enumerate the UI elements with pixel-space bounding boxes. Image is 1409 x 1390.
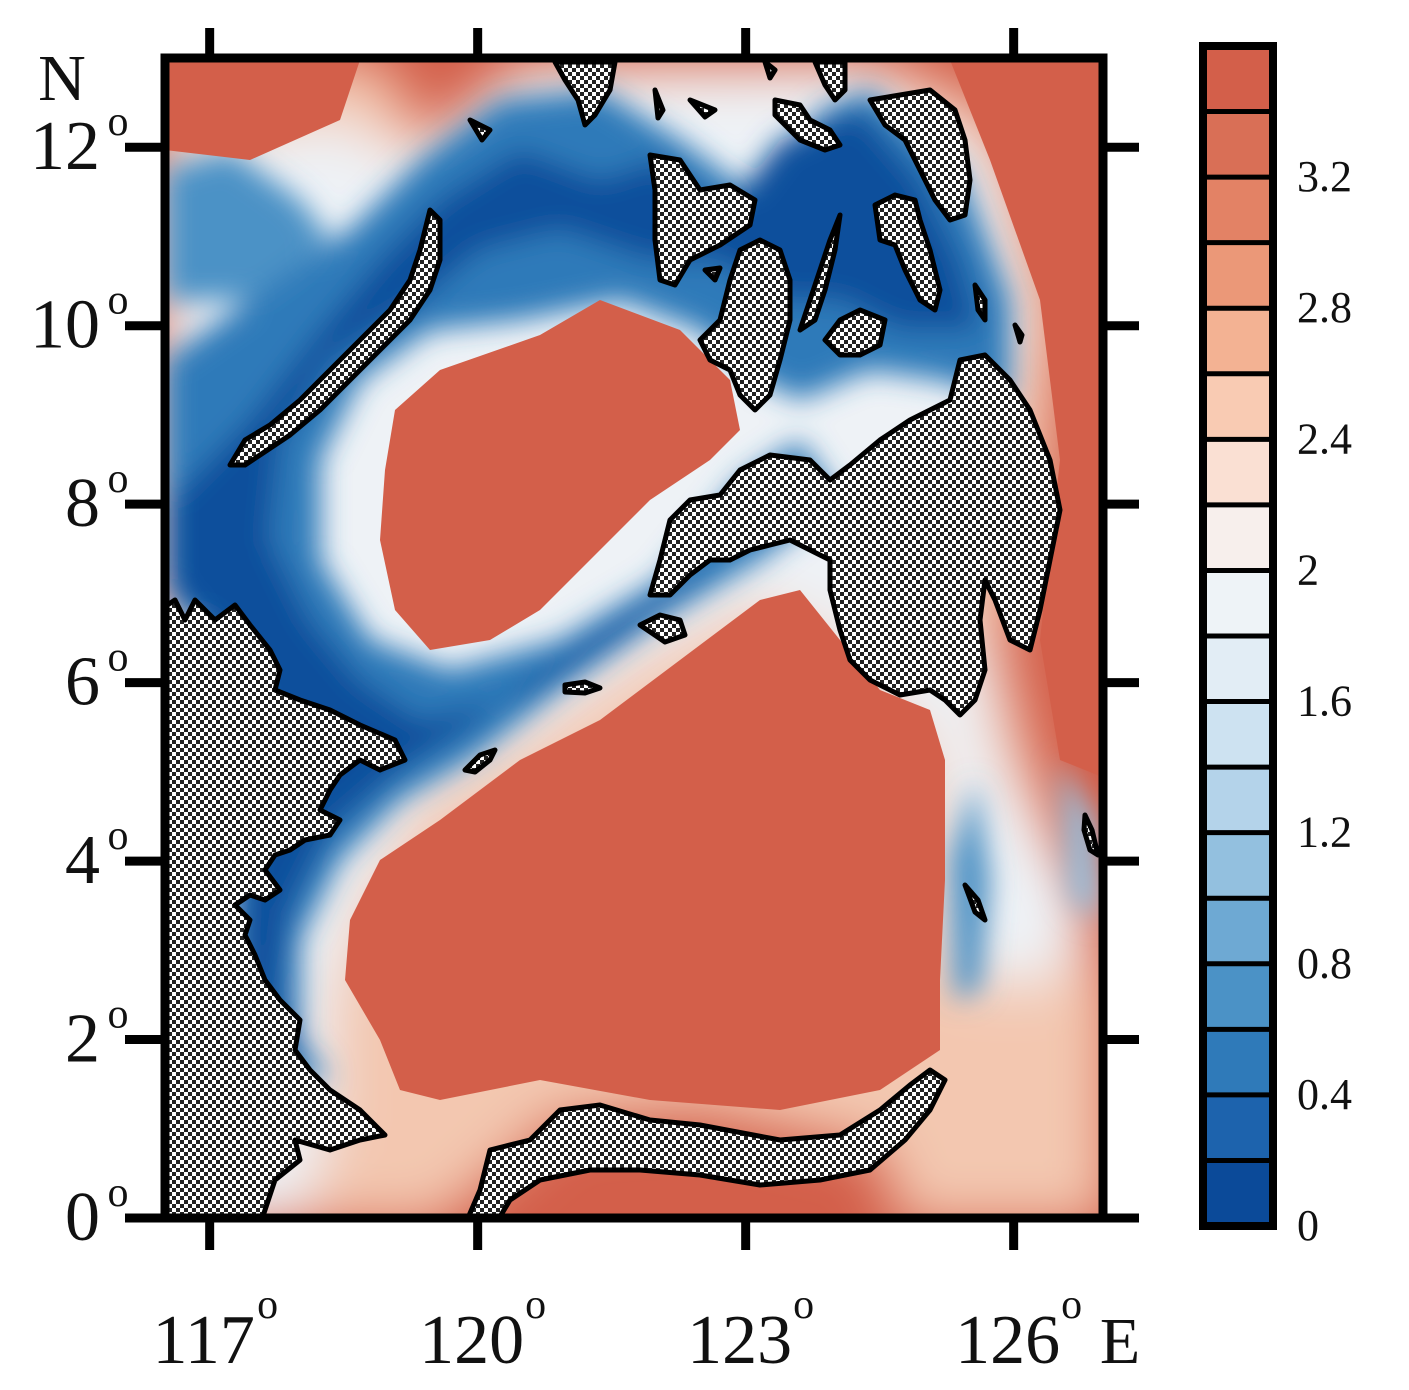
- colorbar-swatch: [1203, 504, 1273, 571]
- colorbar-swatch: [1203, 1094, 1273, 1161]
- colorbar-label: 3.2: [1297, 152, 1352, 201]
- field-high-pacific: [950, 60, 1103, 778]
- colorbar-swatch: [1203, 636, 1273, 702]
- land-islet-9: [972, 282, 988, 323]
- x-tick-label: 117: [152, 1302, 254, 1379]
- land-islet-2: [562, 679, 603, 696]
- x-tick-degree: o: [1061, 1282, 1082, 1328]
- land-masses: [165, 59, 1101, 1218]
- x-tick-degree: o: [257, 1282, 278, 1328]
- land-panay: [647, 152, 758, 288]
- y-axis-suffix: N: [38, 42, 86, 115]
- plot-frame: [160, 53, 1108, 1223]
- y-tick-degree: o: [108, 992, 129, 1038]
- y-tick-label: 2: [65, 1001, 100, 1078]
- colorbar-label: 0: [1297, 1201, 1319, 1250]
- y-tick-label: 4: [65, 822, 100, 899]
- y-tick-degree: o: [108, 456, 129, 502]
- colorbar-swatch: [1203, 570, 1273, 636]
- x-axis: 117 o 120 o 123 o 126 o E: [152, 28, 1140, 1379]
- land-negros: [697, 237, 793, 413]
- land-islet-6: [687, 97, 718, 120]
- colorbar-frame: [1199, 42, 1277, 1230]
- land-masbate: [772, 97, 843, 153]
- field-high-core-sulu: [380, 300, 740, 650]
- colorbar-swatch: [1203, 308, 1273, 374]
- y-axis: 0 o2 o4 o6 o8 o10 o12 oN: [30, 42, 1139, 1256]
- colorbar-swatch: [1203, 963, 1273, 1030]
- x-tick-degree: o: [793, 1282, 814, 1328]
- y-tick-label: 0: [65, 1179, 100, 1256]
- colorbar-swatch: [1203, 1160, 1273, 1226]
- field-high-core-celebes: [345, 590, 945, 1110]
- colorbar-swatch: [1203, 439, 1273, 505]
- x-tick-label: 120: [419, 1302, 524, 1379]
- x-axis-suffix: E: [1100, 1305, 1140, 1378]
- sea-field: [165, 58, 1103, 1218]
- colorbar-swatch: [1203, 1029, 1273, 1095]
- land-samar: [867, 87, 973, 223]
- colorbar-label: 0.8: [1297, 939, 1352, 988]
- colorbar-swatch: [1203, 832, 1273, 899]
- y-tick-label: 10: [30, 287, 100, 364]
- land-islet-10: [1012, 322, 1025, 345]
- x-tick-degree: o: [525, 1282, 546, 1328]
- colorbar-label: 0.4: [1297, 1070, 1352, 1119]
- y-tick-degree: o: [108, 1170, 129, 1216]
- land-islet-7: [652, 87, 666, 121]
- colorbar-swatch: [1203, 767, 1273, 833]
- land-sulawesi: [465, 1067, 948, 1218]
- land-palawan: [227, 207, 443, 468]
- land-islet-12: [762, 59, 778, 81]
- land-islet-1: [637, 612, 688, 645]
- land-islet-8: [702, 265, 723, 283]
- x-tick-label: 123: [687, 1302, 792, 1379]
- land-islet-3: [462, 747, 498, 775]
- y-tick-degree: o: [108, 635, 129, 681]
- colorbar-label: 2.4: [1297, 414, 1352, 463]
- land-borneo: [165, 597, 408, 1218]
- colorbar: 0 0.4 0.8 1.2 1.6 2 2.4 2.8 3.2: [1199, 42, 1352, 1250]
- colorbar-label: 1.2: [1297, 808, 1352, 857]
- colorbar-swatch: [1203, 177, 1273, 243]
- land-islet-4: [1081, 812, 1101, 858]
- y-tick-label: 8: [65, 465, 100, 542]
- field-high-sw-top: [165, 60, 360, 160]
- colorbar-swatch: [1203, 242, 1273, 309]
- colorbar-swatch: [1203, 46, 1273, 112]
- colorbar-swatch: [1203, 701, 1273, 768]
- land-islet-5: [962, 882, 988, 923]
- land-leyte: [872, 192, 943, 313]
- y-tick-degree: o: [108, 278, 129, 324]
- land-islet-11: [467, 117, 493, 143]
- colorbar-label: 2: [1297, 545, 1319, 594]
- x-tick-label: 126: [955, 1302, 1060, 1379]
- colorbar-label: 1.6: [1297, 677, 1352, 726]
- colorbar-swatch: [1203, 111, 1273, 178]
- land-bohol: [822, 307, 888, 358]
- y-tick-label: 6: [65, 644, 100, 721]
- y-tick-degree: o: [108, 99, 129, 145]
- colorbar-swatch: [1203, 898, 1273, 964]
- y-tick-label: 12: [30, 108, 100, 185]
- land-mindanao: [647, 352, 1063, 718]
- land-mindoro: [552, 59, 618, 128]
- colorbar-label: 2.8: [1297, 283, 1352, 332]
- land-cebu: [797, 212, 843, 333]
- y-tick-degree: o: [108, 813, 129, 859]
- colorbar-swatch: [1203, 373, 1273, 440]
